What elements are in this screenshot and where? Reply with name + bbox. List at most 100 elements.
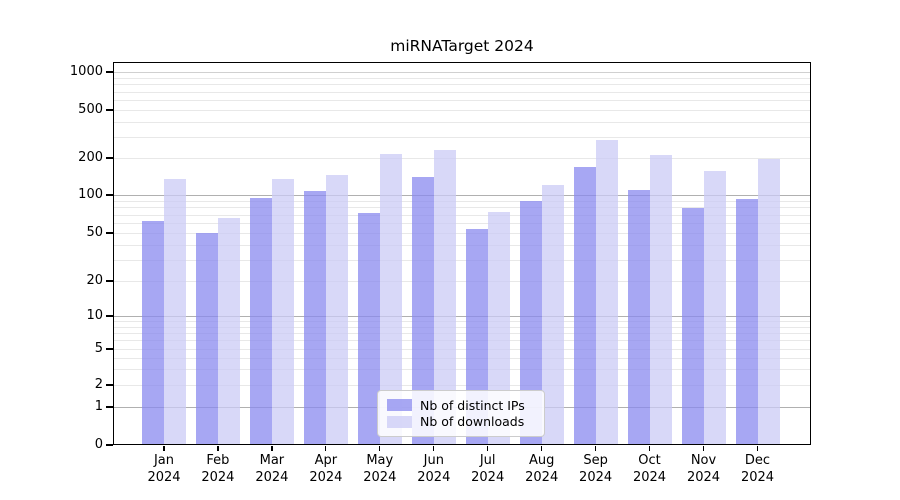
x-tick-label-month: Sep [583, 453, 608, 468]
y-tick-label: 100 [78, 187, 103, 202]
x-tick-label: Sep 2024 [579, 453, 612, 486]
x-tick-mark [487, 445, 489, 451]
x-tick-mark [648, 445, 651, 451]
y-tick-label: 10 [86, 308, 103, 323]
minor-gridline [114, 136, 810, 138]
x-tick-label-month: Mar [259, 453, 285, 468]
x-tick-mark [541, 445, 543, 451]
x-tick-label: Dec 2024 [741, 453, 774, 486]
x-tick-mark [163, 445, 165, 451]
y-tick-label: 200 [78, 150, 103, 165]
x-tick-label-year: 2024 [363, 469, 397, 485]
x-tick-label-year: 2024 [525, 469, 559, 485]
minor-gridline [114, 259, 810, 261]
x-tick-label-year: 2024 [579, 469, 613, 485]
x-tick-label-year: 2024 [471, 469, 505, 485]
x-tick-label: Feb 2024 [201, 453, 234, 486]
bar-jun-downloads [433, 149, 456, 445]
x-tick-label: Jul 2024 [471, 453, 504, 486]
bar-dec-distinct-ips [735, 199, 758, 445]
x-tick-mark [379, 445, 381, 451]
bar-jan-distinct-ips [142, 221, 164, 445]
y-tick-mark [106, 280, 113, 282]
x-tick-mark [595, 445, 597, 451]
bar-feb-downloads [217, 217, 240, 445]
x-tick-label-month: Aug [528, 453, 555, 468]
y-tick-mark [106, 315, 113, 317]
minor-gridline [114, 121, 810, 123]
x-tick-mark [756, 445, 759, 451]
minor-gridline [114, 357, 810, 359]
minor-gridline [114, 281, 810, 282]
bar-sep-distinct-ips [573, 166, 596, 445]
y-tick-mark [106, 71, 113, 73]
major-gridline [114, 316, 810, 317]
bar-jan-downloads [164, 179, 186, 445]
x-tick-label-year: 2024 [740, 469, 775, 485]
y-tick-mark [106, 194, 113, 196]
y-tick-mark [106, 348, 113, 350]
x-tick-mark [325, 445, 327, 451]
bar-jun-distinct-ips [411, 177, 434, 445]
y-tick-label: 50 [86, 225, 103, 240]
x-tick-label-month: Oct [638, 453, 661, 468]
legend-label: Nb of downloads [420, 414, 525, 430]
x-tick-label: Aug 2024 [525, 453, 558, 486]
legend-label: Nb of distinct IPs [420, 397, 525, 413]
bar-apr-distinct-ips [303, 191, 326, 445]
minor-gridline [114, 223, 810, 224]
x-tick-label-year: 2024 [309, 469, 343, 485]
legend-item: Nb of downloads [387, 414, 535, 429]
bar-nov-distinct-ips [681, 207, 704, 445]
minor-gridline [114, 77, 810, 79]
plot-border [113, 62, 811, 445]
chart-title: miRNATarget 2024 [390, 37, 534, 55]
minor-gridline [114, 369, 810, 371]
minor-gridline [114, 349, 810, 350]
bar-dec-downloads [757, 158, 780, 445]
bar-mar-distinct-ips [249, 197, 272, 445]
y-tick-label: 0 [94, 437, 103, 452]
bar-may-downloads [379, 154, 402, 445]
bar-feb-distinct-ips [195, 233, 218, 445]
legend-swatch [387, 399, 412, 412]
minor-gridline [114, 207, 810, 209]
bar-oct-distinct-ips [627, 189, 650, 445]
minor-gridline [114, 244, 810, 246]
x-tick-label-month: Feb [206, 453, 230, 468]
minor-gridline [114, 200, 810, 202]
bar-oct-downloads [649, 154, 672, 445]
y-tick-mark [106, 384, 113, 386]
x-tick-label-year: 2024 [201, 469, 235, 485]
bar-aug-downloads [541, 184, 564, 445]
y-tick-label: 1 [94, 399, 103, 414]
minor-gridline [114, 326, 810, 328]
x-tick-label-year: 2024 [632, 469, 667, 485]
minor-gridline [114, 333, 810, 334]
minor-gridline [114, 91, 810, 93]
x-tick-label-year: 2024 [686, 469, 721, 485]
x-tick-label-year: 2024 [147, 469, 181, 485]
x-tick-label-month: Jul [479, 453, 496, 468]
x-tick-label-month: Nov [690, 453, 717, 468]
bar-aug-distinct-ips [519, 200, 542, 445]
legend: Nb of distinct IPs Nb of downloads [377, 390, 545, 437]
x-tick-label: Mar 2024 [255, 453, 288, 486]
x-tick-label-month: Apr [314, 453, 338, 468]
y-tick-label: 1000 [69, 64, 103, 79]
y-tick-mark [106, 157, 113, 159]
x-tick-label: May 2024 [363, 453, 396, 486]
bar-mar-downloads [271, 178, 294, 445]
y-tick-mark [106, 444, 113, 446]
minor-gridline [114, 110, 810, 111]
x-tick-mark [217, 445, 219, 451]
y-tick-mark [106, 109, 113, 111]
x-tick-label: Jan 2024 [147, 453, 180, 486]
minor-gridline [114, 233, 810, 234]
bar-jul-downloads [487, 211, 510, 445]
x-tick-label-month: May [366, 453, 394, 468]
minor-gridline [114, 100, 810, 101]
x-tick-mark [271, 445, 273, 451]
y-tick-label: 5 [94, 341, 103, 356]
